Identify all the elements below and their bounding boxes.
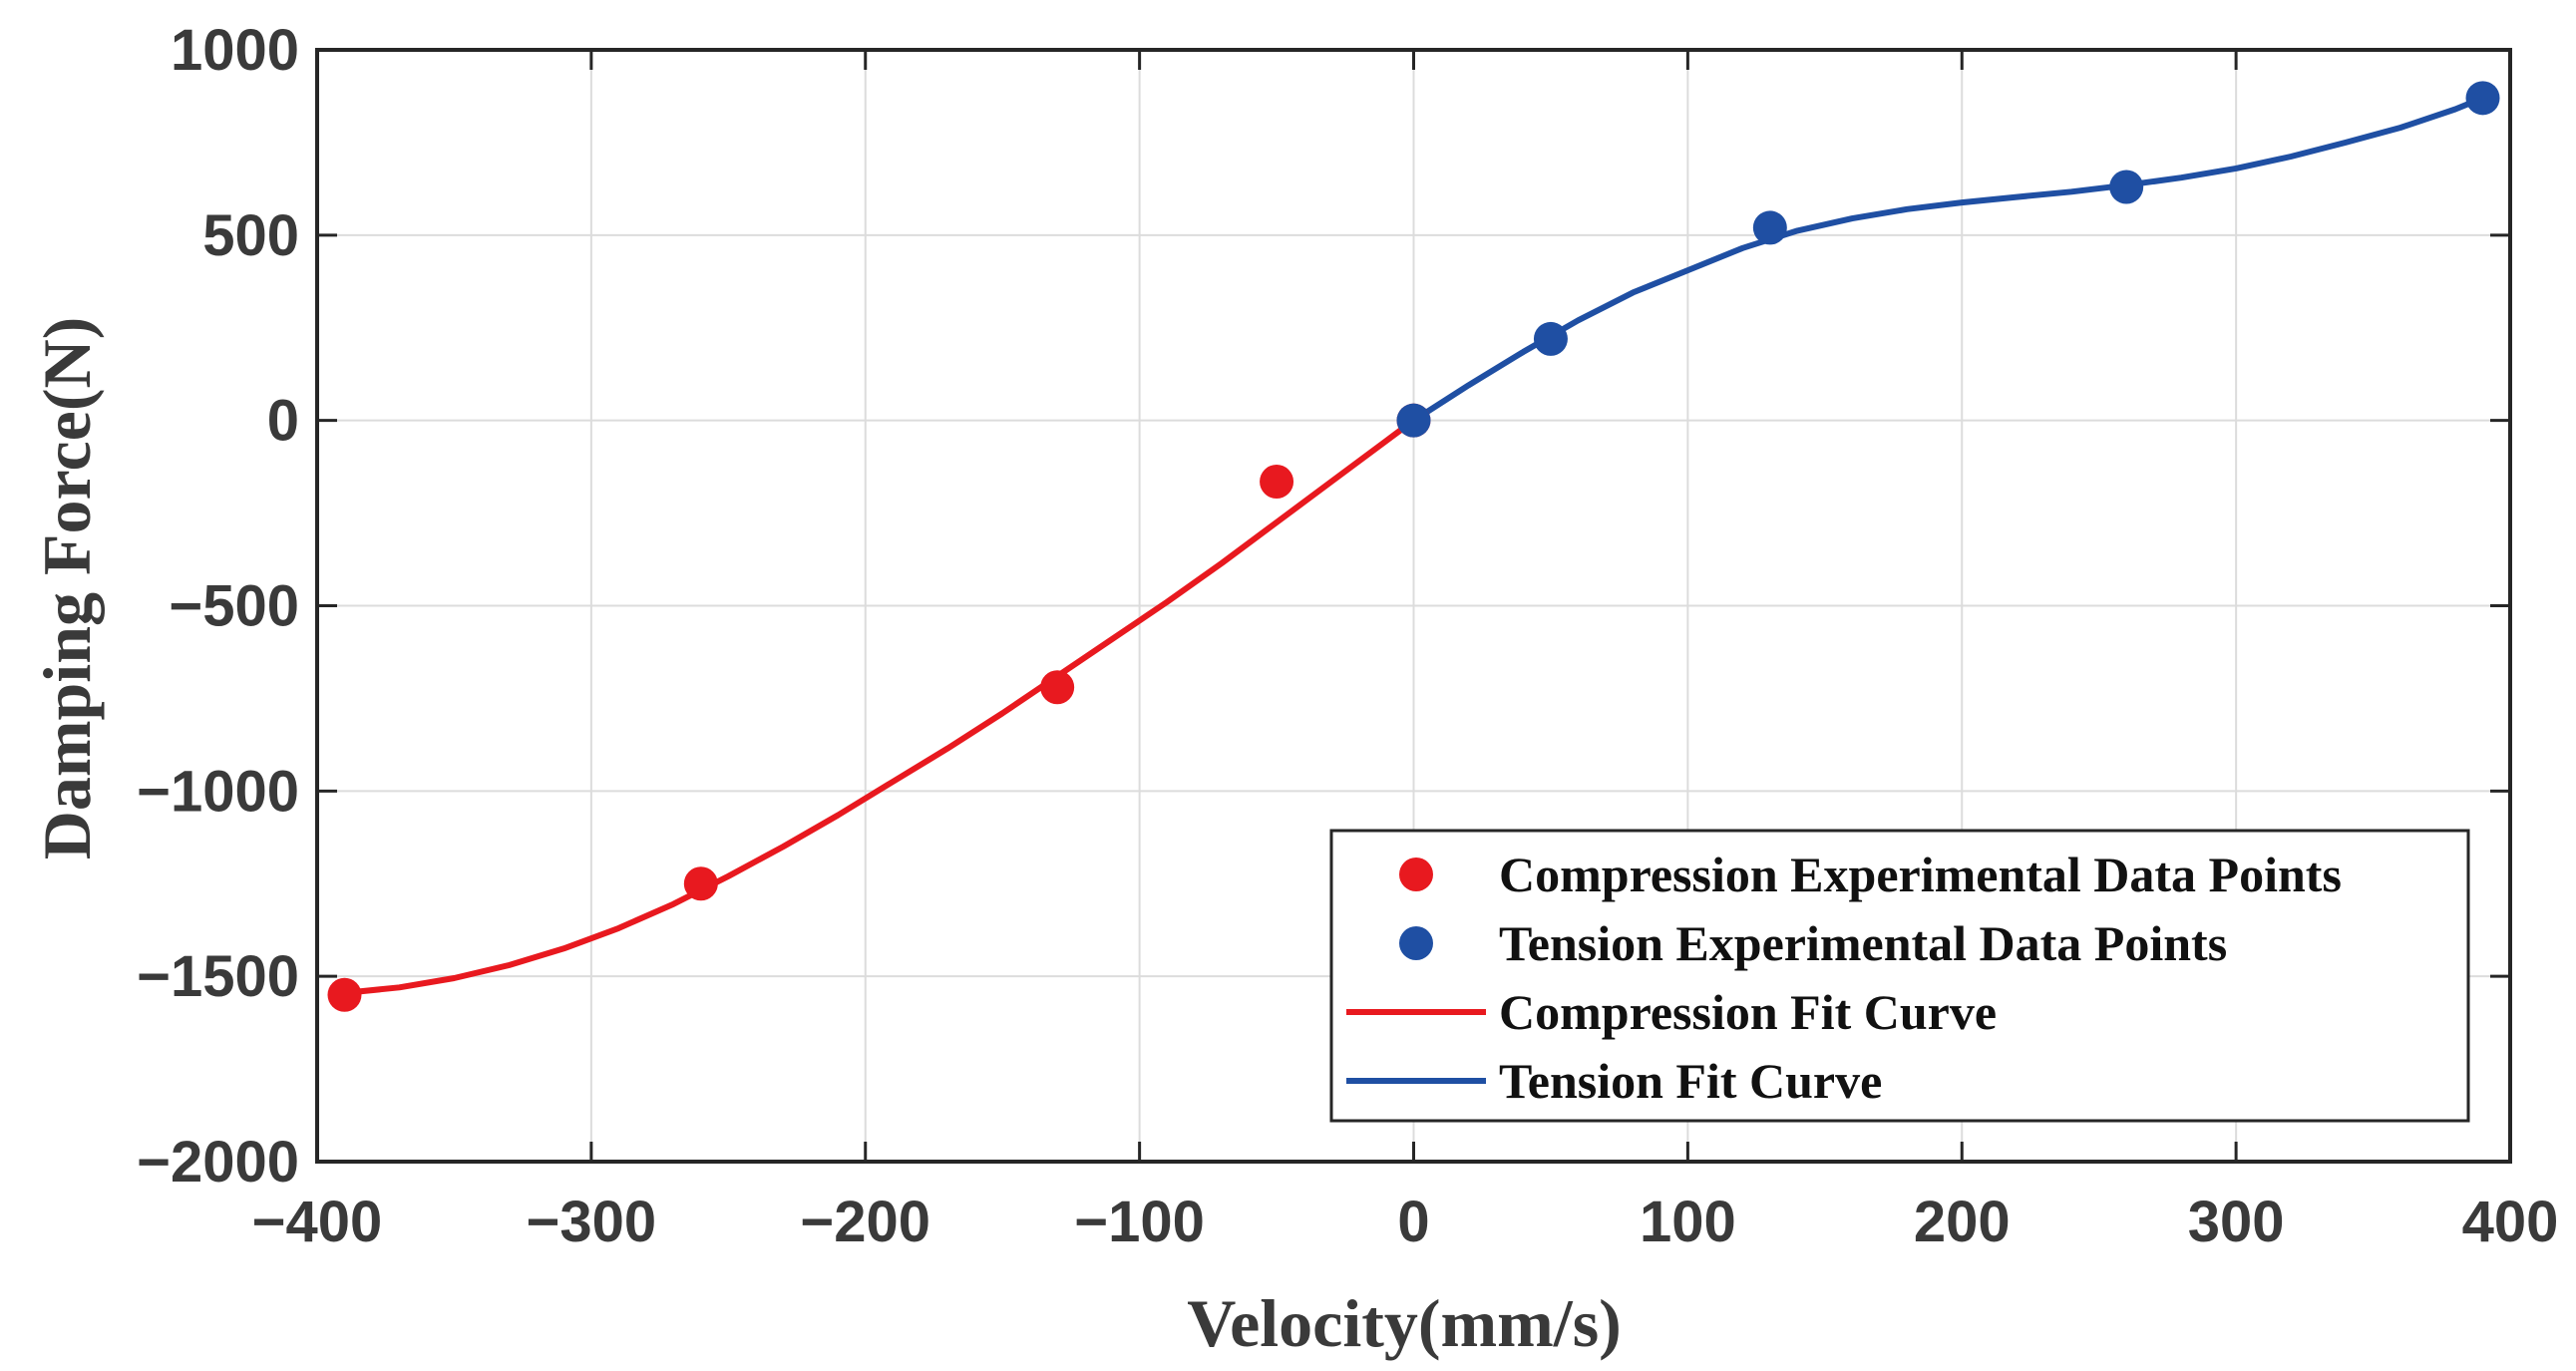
legend-label: Tension Fit Curve [1499, 1053, 1882, 1109]
compression-data-point [1040, 670, 1075, 705]
legend-marker-swatch [1399, 857, 1433, 891]
legend-label: Tension Experimental Data Points [1499, 915, 2227, 971]
x-tick-labels: −400 −300 −200 −100 0 100 200 300 400 [252, 1190, 2559, 1254]
y-tick-label: 500 [202, 203, 299, 268]
x-tick-label: 400 [2462, 1190, 2559, 1254]
legend-label: Compression Fit Curve [1499, 984, 1997, 1040]
tension-data-point [1533, 321, 1568, 356]
tension-fit-curve [1410, 95, 2486, 424]
legend-items: Compression Experimental Data Points Tens… [1346, 847, 2342, 1109]
compression-data-point [683, 866, 718, 901]
y-tick-label: −1000 [137, 759, 299, 824]
legend: Compression Experimental Data Points Tens… [1329, 829, 2470, 1123]
fit-curves [341, 95, 2486, 996]
x-tick-label: −400 [252, 1190, 383, 1254]
data-points [327, 81, 2500, 1012]
y-tick-label: −1500 [137, 944, 299, 1009]
x-tick-label: 200 [1914, 1190, 2011, 1254]
y-tick-label: 1000 [171, 18, 299, 83]
x-tick-label: −100 [1074, 1190, 1205, 1254]
legend-box [1329, 829, 2470, 1123]
x-tick-label: 100 [1640, 1190, 1736, 1254]
tension-data-point [2465, 81, 2500, 116]
tension-data-point [1396, 403, 1431, 438]
legend-marker-swatch [1399, 926, 1433, 960]
x-axis-title: Velocity(mm/s) [1187, 1285, 1622, 1361]
y-tick-labels: −2000 −1500 −1000 −500 0 500 1000 [137, 18, 299, 1195]
compression-fit-curve [341, 417, 1417, 996]
y-axis-title: Damping Force(N) [29, 317, 105, 860]
compression-data-point [1260, 464, 1294, 499]
y-tick-label: −2000 [137, 1130, 299, 1195]
x-tick-label: −300 [527, 1190, 657, 1254]
legend-label: Compression Experimental Data Points [1499, 847, 2342, 902]
compression-data-point [327, 977, 362, 1012]
tick-marks [315, 48, 2512, 1164]
tension-data-point [1752, 210, 1787, 245]
y-tick-label: −500 [169, 574, 299, 639]
tension-data-point [2109, 170, 2144, 204]
x-tick-label: 300 [2188, 1190, 2285, 1254]
y-tick-label: 0 [267, 389, 299, 454]
x-tick-label: 0 [1397, 1190, 1429, 1254]
x-tick-label: −200 [800, 1190, 930, 1254]
